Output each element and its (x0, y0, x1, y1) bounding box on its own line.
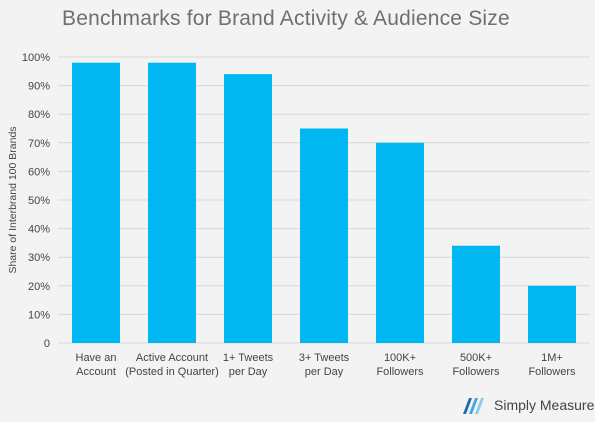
x-tick-label: 500K+ Followers (452, 352, 500, 378)
y-tick-label: 30% (28, 252, 50, 264)
x-tick-label: Have an Account (76, 352, 117, 378)
bar (72, 62, 120, 343)
brand-footer: Simply Measured (462, 394, 595, 416)
y-tick-label: 20% (28, 281, 50, 293)
x-tick-label-line: 500K+ (460, 352, 492, 364)
x-tick-label-line: per Day (229, 366, 268, 378)
y-tick-label: 40% (28, 224, 50, 236)
x-tick-label-line: (Posted in Quarter) (125, 366, 219, 378)
bar (528, 285, 576, 343)
x-tick-label-line: Followers (528, 366, 576, 378)
bars (72, 62, 576, 343)
y-tick-label: 60% (28, 166, 50, 178)
x-tick-label-line: Active Account (136, 352, 208, 364)
y-tick-label: 90% (28, 81, 50, 93)
x-tick-label-line: Account (76, 366, 116, 378)
x-tick-label-line: Have an (76, 352, 117, 364)
x-tick-label: 3+ Tweets per Day (299, 352, 350, 378)
x-tick-label-line: per Day (305, 366, 344, 378)
y-tick-label: 0 (44, 338, 50, 350)
y-axis-label: Share of Interbrand 100 Brands (7, 126, 19, 273)
x-tick-label-line: Followers (376, 366, 424, 378)
x-tick-label-line: 1M+ (541, 352, 563, 364)
brand-name: Simply Measured (494, 397, 595, 413)
x-tick-label: 1M+ Followers (528, 352, 576, 378)
bar (148, 62, 196, 343)
x-tick-label: 100K+ Followers (376, 352, 424, 378)
chart-title: Benchmarks for Brand Activity & Audience… (62, 7, 510, 30)
x-tick-label-line: 100K+ (384, 352, 416, 364)
x-tick-label: Active Account (Posted in Quarter) (125, 352, 219, 378)
x-tick-label: 1+ Tweets per Day (223, 352, 274, 378)
simply-measured-logo-icon (463, 398, 484, 414)
bar (300, 128, 348, 343)
y-tick-label: 10% (28, 309, 50, 321)
x-tick-label-line: 1+ Tweets (223, 352, 274, 364)
y-tick-label: 80% (28, 109, 50, 121)
x-tick-label-line: Followers (452, 366, 500, 378)
y-tick-label: 100% (22, 52, 50, 64)
bar (224, 74, 272, 343)
x-axis-ticks: Have an Account Active Account (Posted in Q… (76, 352, 577, 378)
x-tick-label-line: 3+ Tweets (299, 352, 350, 364)
y-tick-label: 70% (28, 138, 50, 150)
y-tick-label: 50% (28, 195, 50, 207)
bar (376, 142, 424, 343)
y-axis-ticks: 0 10% 20% 30% 40% 50% 60% 70% 80% 90% 100% (22, 52, 50, 350)
bar (452, 245, 500, 343)
